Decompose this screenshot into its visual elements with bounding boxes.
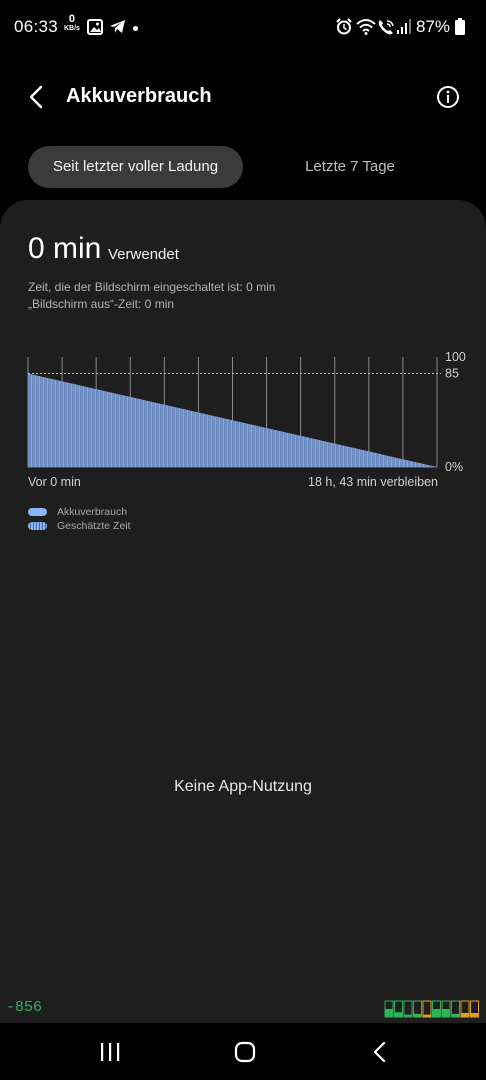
navigation-bar xyxy=(0,1023,486,1080)
home-icon[interactable] xyxy=(234,1041,256,1063)
debug-bar xyxy=(403,1000,413,1018)
battery-icon xyxy=(455,18,465,35)
debug-bar xyxy=(441,1000,451,1018)
gallery-icon xyxy=(87,19,103,35)
usage-card xyxy=(0,200,486,1023)
legend-label-estimated: Geschätzte Zeit xyxy=(57,520,131,532)
battery-percent: 87% xyxy=(416,17,451,36)
wifi-icon xyxy=(356,19,376,35)
screen-on-time: Zeit, die der Bildschirm eingeschaltet i… xyxy=(28,280,276,294)
x-label-end: 18 h, 43 min verbleiben xyxy=(308,475,438,489)
info-icon[interactable] xyxy=(436,85,460,109)
tab-last-7-days[interactable]: Letzte 7 Tage xyxy=(305,158,395,175)
legend-swatch-usage xyxy=(28,508,47,516)
empty-state-message: Keine App-Nutzung xyxy=(174,778,312,795)
usage-value: 0 min xyxy=(28,232,102,265)
recent-apps-icon[interactable] xyxy=(99,1042,121,1062)
signal-icon xyxy=(397,19,411,34)
net-speed-unit: KB/s xyxy=(64,25,80,32)
estimated-area xyxy=(28,373,437,467)
screen-off-time: „Bildschirm aus“-Zeit: 0 min xyxy=(28,297,175,311)
debug-counter: -856 xyxy=(6,999,43,1016)
y-tick-0: 0% xyxy=(445,460,463,474)
x-label-start: Vor 0 min xyxy=(28,475,81,489)
legend-label-usage: Akkuverbrauch xyxy=(57,506,128,518)
back-icon[interactable] xyxy=(372,1041,388,1063)
net-speed-value: 0 xyxy=(68,13,76,25)
wifi-calling-icon xyxy=(378,20,394,35)
debug-bar xyxy=(432,1000,441,1018)
status-bar: 06:33 0 KB/s 87% xyxy=(0,0,486,56)
y-tick-85: 85 xyxy=(445,367,459,381)
tab-since-last-charge[interactable]: Seit letzter voller Ladung xyxy=(28,146,243,188)
battery-chart: 100 85 0% xyxy=(27,350,466,474)
debug-bar xyxy=(470,1000,479,1018)
legend-swatch-estimated xyxy=(28,522,47,530)
net-speed: 0 KB/s xyxy=(64,13,80,33)
debug-bar xyxy=(422,1000,432,1018)
y-tick-100: 100 xyxy=(445,350,466,364)
debug-bars xyxy=(384,1000,479,1018)
clock: 06:33 xyxy=(14,17,59,36)
page-title: Akkuverbrauch xyxy=(66,85,212,107)
debug-bar xyxy=(460,1000,470,1018)
alarm-icon xyxy=(336,18,352,35)
debug-bar xyxy=(384,1000,394,1018)
telegram-icon xyxy=(110,20,125,33)
back-button[interactable] xyxy=(24,84,50,110)
debug-bar xyxy=(394,1000,403,1018)
usage-label: Verwendet xyxy=(108,246,179,263)
debug-bar xyxy=(451,1000,460,1018)
chart-area-layer xyxy=(28,373,437,467)
debug-bar xyxy=(413,1000,422,1018)
notification-dot xyxy=(133,26,138,31)
